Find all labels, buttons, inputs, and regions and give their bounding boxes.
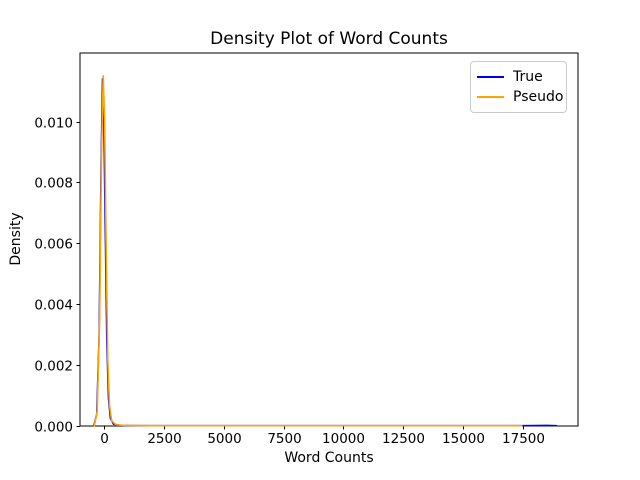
legend-line-swatch-true — [477, 76, 504, 78]
x-tick-label: 7500 — [267, 431, 301, 447]
y-tick-label: 0.004 — [34, 297, 73, 313]
y-tick-label: 0.002 — [34, 358, 73, 374]
legend-item-pseudo: Pseudo — [477, 87, 563, 107]
y-tick-label: 0.000 — [34, 419, 73, 435]
x-tick-label: 5000 — [207, 431, 241, 447]
plot-title: Density Plot of Word Counts — [210, 29, 448, 49]
series-line-pseudo — [93, 75, 523, 427]
legend-box: True Pseudo — [470, 61, 567, 113]
legend-item-true: True — [477, 67, 558, 87]
x-tick-label: 17500 — [502, 431, 545, 447]
legend-label-true: True — [513, 69, 543, 85]
y-tick-label: 0.008 — [34, 175, 73, 191]
x-tick-label: 15000 — [442, 431, 485, 447]
legend-label-pseudo: Pseudo — [513, 89, 564, 105]
x-tick-label: 0 — [100, 431, 109, 447]
y-tick-label: 0.006 — [34, 236, 73, 252]
y-tick-label: 0.010 — [34, 115, 73, 131]
legend-line-swatch-pseudo — [477, 96, 504, 98]
x-tick-label: 2500 — [147, 431, 181, 447]
x-tick-label: 10000 — [322, 431, 365, 447]
series-line-true — [93, 78, 558, 427]
x-axis-label: Word Counts — [284, 450, 374, 466]
y-axis-label: Density — [8, 212, 24, 266]
x-tick-label: 12500 — [382, 431, 425, 447]
